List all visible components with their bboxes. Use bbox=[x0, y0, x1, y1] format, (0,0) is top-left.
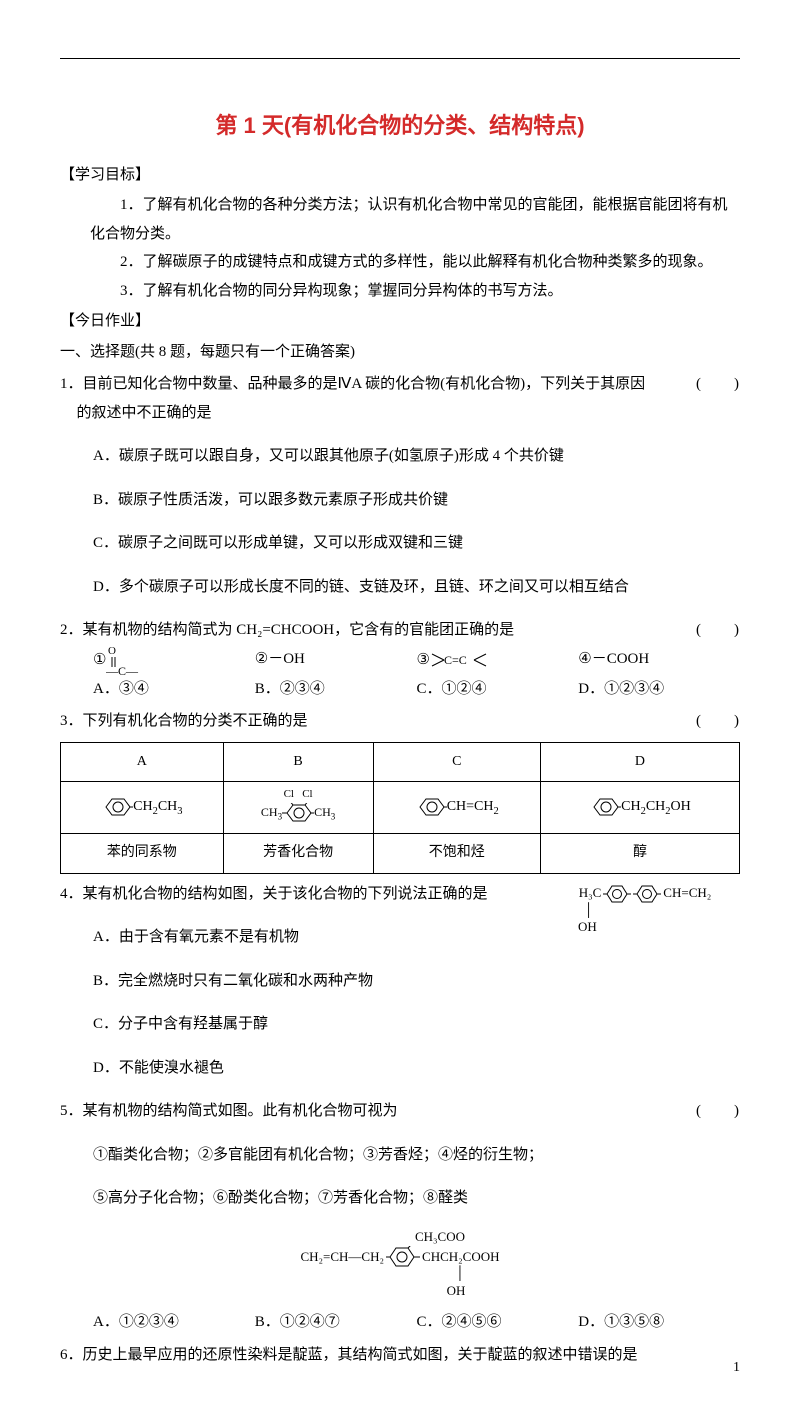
benzene-icon bbox=[589, 797, 621, 817]
q3-stem-text: 3．下列有机化合物的分类不正确的是 bbox=[60, 713, 308, 729]
q3-formula-row: CH2CH3 Cl Cl CH3CH3 CH=CH2 CH2CH2OH bbox=[61, 782, 740, 834]
goal-3: 3．了解有机化合物的同分异构现象；掌握同分异构体的书写方法。 bbox=[90, 277, 740, 306]
question-3: 3．下列有机化合物的分类不正确的是 ( ) A B C D CH2CH3 Cl … bbox=[60, 707, 740, 873]
q2-A: A．③④ bbox=[93, 675, 255, 704]
q4-D: D．不能使溴水褪色 bbox=[93, 1054, 740, 1083]
q2-B: B．②③④ bbox=[255, 675, 417, 704]
svg-text:C=C: C=C bbox=[444, 653, 467, 667]
q3-table: A B C D CH2CH3 Cl Cl CH3CH3 CH=CH2 CH2CH… bbox=[60, 742, 740, 874]
q3-formula-C: CH=CH2 bbox=[373, 782, 540, 834]
q1-A: A．碳原子既可以跟自身，又可以跟其他原子(如氢原子)形成 4 个共价键 bbox=[93, 442, 740, 471]
q5-line2: ⑤高分子化合物；⑥酚类化合物；⑦芳香化合物；⑧醛类 bbox=[93, 1184, 740, 1213]
svg-text:—C—: —C— bbox=[106, 664, 139, 675]
alkene-icon: C=C bbox=[430, 648, 490, 672]
benzene-icon bbox=[386, 1246, 420, 1268]
q3-h-A: A bbox=[61, 742, 224, 782]
answer-paren: ( ) bbox=[696, 370, 740, 399]
q4-struct-bottom: OH bbox=[550, 919, 740, 936]
page-number: 1 bbox=[733, 1355, 740, 1382]
goal-2: 2．了解碳原子的成键特点和成键方式的多样性，能以此解释有机化合物种类繁多的现象。 bbox=[90, 248, 740, 277]
q5-choice-row: A．①②③④ B．①②④⑦ C．②④⑤⑥ D．①③⑤⑧ bbox=[93, 1308, 740, 1337]
section2-head: 【今日作业】 bbox=[60, 307, 740, 336]
benzene-icon bbox=[603, 884, 631, 904]
q3-stem: 3．下列有机化合物的分类不正确的是 ( ) bbox=[60, 707, 740, 736]
q2-func-3: ③ C=C bbox=[417, 645, 579, 675]
answer-paren: ( ) bbox=[696, 616, 740, 645]
question-5: 5．某有机物的结构简式如图。此有机化合物可视为 ( ) ①酯类化合物；②多官能团… bbox=[60, 1097, 740, 1337]
q5-D: D．①③⑤⑧ bbox=[578, 1308, 740, 1337]
question-6: 6．历史上最早应用的还原性染料是靛蓝，其结构简式如图，关于靛蓝的叙述中错误的是 bbox=[60, 1341, 740, 1370]
q5-C: C．②④⑤⑥ bbox=[417, 1308, 579, 1337]
q5-structure: CH₃COO CH₂=CH—CH₂ CHCH₂COOH │ OH bbox=[60, 1228, 740, 1301]
q3-h-B: B bbox=[223, 742, 373, 782]
q5-struct-bottom: OH bbox=[60, 1282, 740, 1300]
q2-func-3-label: ③ bbox=[417, 646, 430, 675]
q4-struct-left: H₃C bbox=[579, 885, 602, 902]
q3-formula-B: Cl Cl CH3CH3 bbox=[223, 782, 373, 834]
svg-text:O: O bbox=[108, 645, 116, 657]
q1-stem-b: 的叙述中不正确的是 ( ) bbox=[77, 399, 741, 428]
q3-h-C: C bbox=[373, 742, 540, 782]
q2-func-1: ① O —C— bbox=[93, 645, 255, 675]
q4-C: C．分子中含有羟基属于醇 bbox=[93, 1010, 740, 1039]
carbonyl-icon: O —C— bbox=[106, 645, 142, 675]
q1-stem-b-text: 的叙述中不正确的是 bbox=[77, 405, 212, 421]
q3-label-row: 苯的同系物 芳香化合物 不饱和烃 醇 bbox=[61, 834, 740, 874]
q3-l-C: 不饱和烃 bbox=[373, 834, 540, 874]
q4-struct-right: CH=CH₂ bbox=[663, 885, 711, 902]
q3-h-D: D bbox=[540, 742, 739, 782]
q5-B: B．①②④⑦ bbox=[255, 1308, 417, 1337]
q5-struct-left: CH₂=CH—CH₂ bbox=[300, 1248, 384, 1266]
q6-stem: 6．历史上最早应用的还原性染料是靛蓝，其结构简式如图，关于靛蓝的叙述中错误的是 bbox=[60, 1341, 740, 1370]
q5-stem: 5．某有机物的结构简式如图。此有机化合物可视为 ( ) bbox=[60, 1097, 740, 1126]
benzene-icon bbox=[282, 803, 314, 823]
section1-head: 【学习目标】 bbox=[60, 161, 740, 190]
q3-l-A: 苯的同系物 bbox=[61, 834, 224, 874]
q5-A: A．①②③④ bbox=[93, 1308, 255, 1337]
question-2: 2．某有机物的结构简式为 CH₂=CHCOOH，它含有的官能团正确的是 ( ) … bbox=[60, 616, 740, 703]
q2-stem: 2．某有机物的结构简式为 CH₂=CHCOOH，它含有的官能团正确的是 ( ) bbox=[60, 616, 740, 645]
answer-paren: ( ) bbox=[696, 1097, 740, 1126]
q1-D: D．多个碳原子可以形成长度不同的链、支链及环，且链、环之间又可以相互结合 bbox=[93, 573, 740, 602]
q3-l-D: 醇 bbox=[540, 834, 739, 874]
question-1: 1．目前已知化合物中数量、品种最多的是ⅣA 碳的化合物(有机化合物)，下列关于其… bbox=[60, 370, 740, 601]
q1-stem-a: 1．目前已知化合物中数量、品种最多的是ⅣA 碳的化合物(有机化合物)，下列关于其… bbox=[60, 370, 740, 399]
benzene-icon bbox=[415, 797, 447, 817]
q3-formula-A: CH2CH3 bbox=[61, 782, 224, 834]
answer-paren: ( ) bbox=[696, 707, 740, 736]
q1-C: C．碳原子之间既可以形成单键，又可以形成双键和三键 bbox=[93, 529, 740, 558]
q2-func-1-label: ① bbox=[93, 646, 106, 675]
q3-formula-D: CH2CH2OH bbox=[540, 782, 739, 834]
q2-D: D．①②③④ bbox=[578, 675, 740, 704]
question-4: H₃C CH=CH₂ │ OH 4．某有机化合物的结构如图，关于该化合物的下列说… bbox=[60, 880, 740, 1083]
page-title: 第 1 天(有机化合物的分类、结构特点) bbox=[60, 105, 740, 147]
q2-C: C．①②④ bbox=[417, 675, 579, 704]
q5-line1: ①酯类化合物；②多官能团有机化合物；③芳香烃；④烃的衍生物； bbox=[93, 1141, 740, 1170]
q2-stem-text: 2．某有机物的结构简式为 CH₂=CHCOOH，它含有的官能团正确的是 bbox=[60, 622, 514, 638]
q2-func-2: ②－OH bbox=[255, 645, 417, 675]
q3-header-row: A B C D bbox=[61, 742, 740, 782]
section2-sub: 一、选择题(共 8 题，每题只有一个正确答案) bbox=[60, 338, 740, 367]
benzene-icon bbox=[101, 797, 133, 817]
q2-func-4: ④－COOH bbox=[578, 645, 740, 675]
q2-choice-row: A．③④ B．②③④ C．①②④ D．①②③④ bbox=[93, 675, 740, 704]
q1-B: B．碳原子性质活泼，可以跟多数元素原子形成共价键 bbox=[93, 486, 740, 515]
q2-func-row: ① O —C— ②－OH ③ C=C ④－COOH bbox=[93, 645, 740, 675]
goal-1: 1．了解有机化合物的各种分类方法；认识有机化合物中常见的官能团，能根据官能团将有… bbox=[90, 191, 740, 248]
q4-B: B．完全燃烧时只有二氧化碳和水两种产物 bbox=[93, 967, 740, 996]
benzene-icon bbox=[633, 884, 661, 904]
q4-structure: H₃C CH=CH₂ │ OH bbox=[550, 884, 740, 936]
q5-struct-top: CH₃COO bbox=[60, 1228, 740, 1246]
q3-l-B: 芳香化合物 bbox=[223, 834, 373, 874]
q5-stem-text: 5．某有机物的结构简式如图。此有机化合物可视为 bbox=[60, 1103, 398, 1119]
